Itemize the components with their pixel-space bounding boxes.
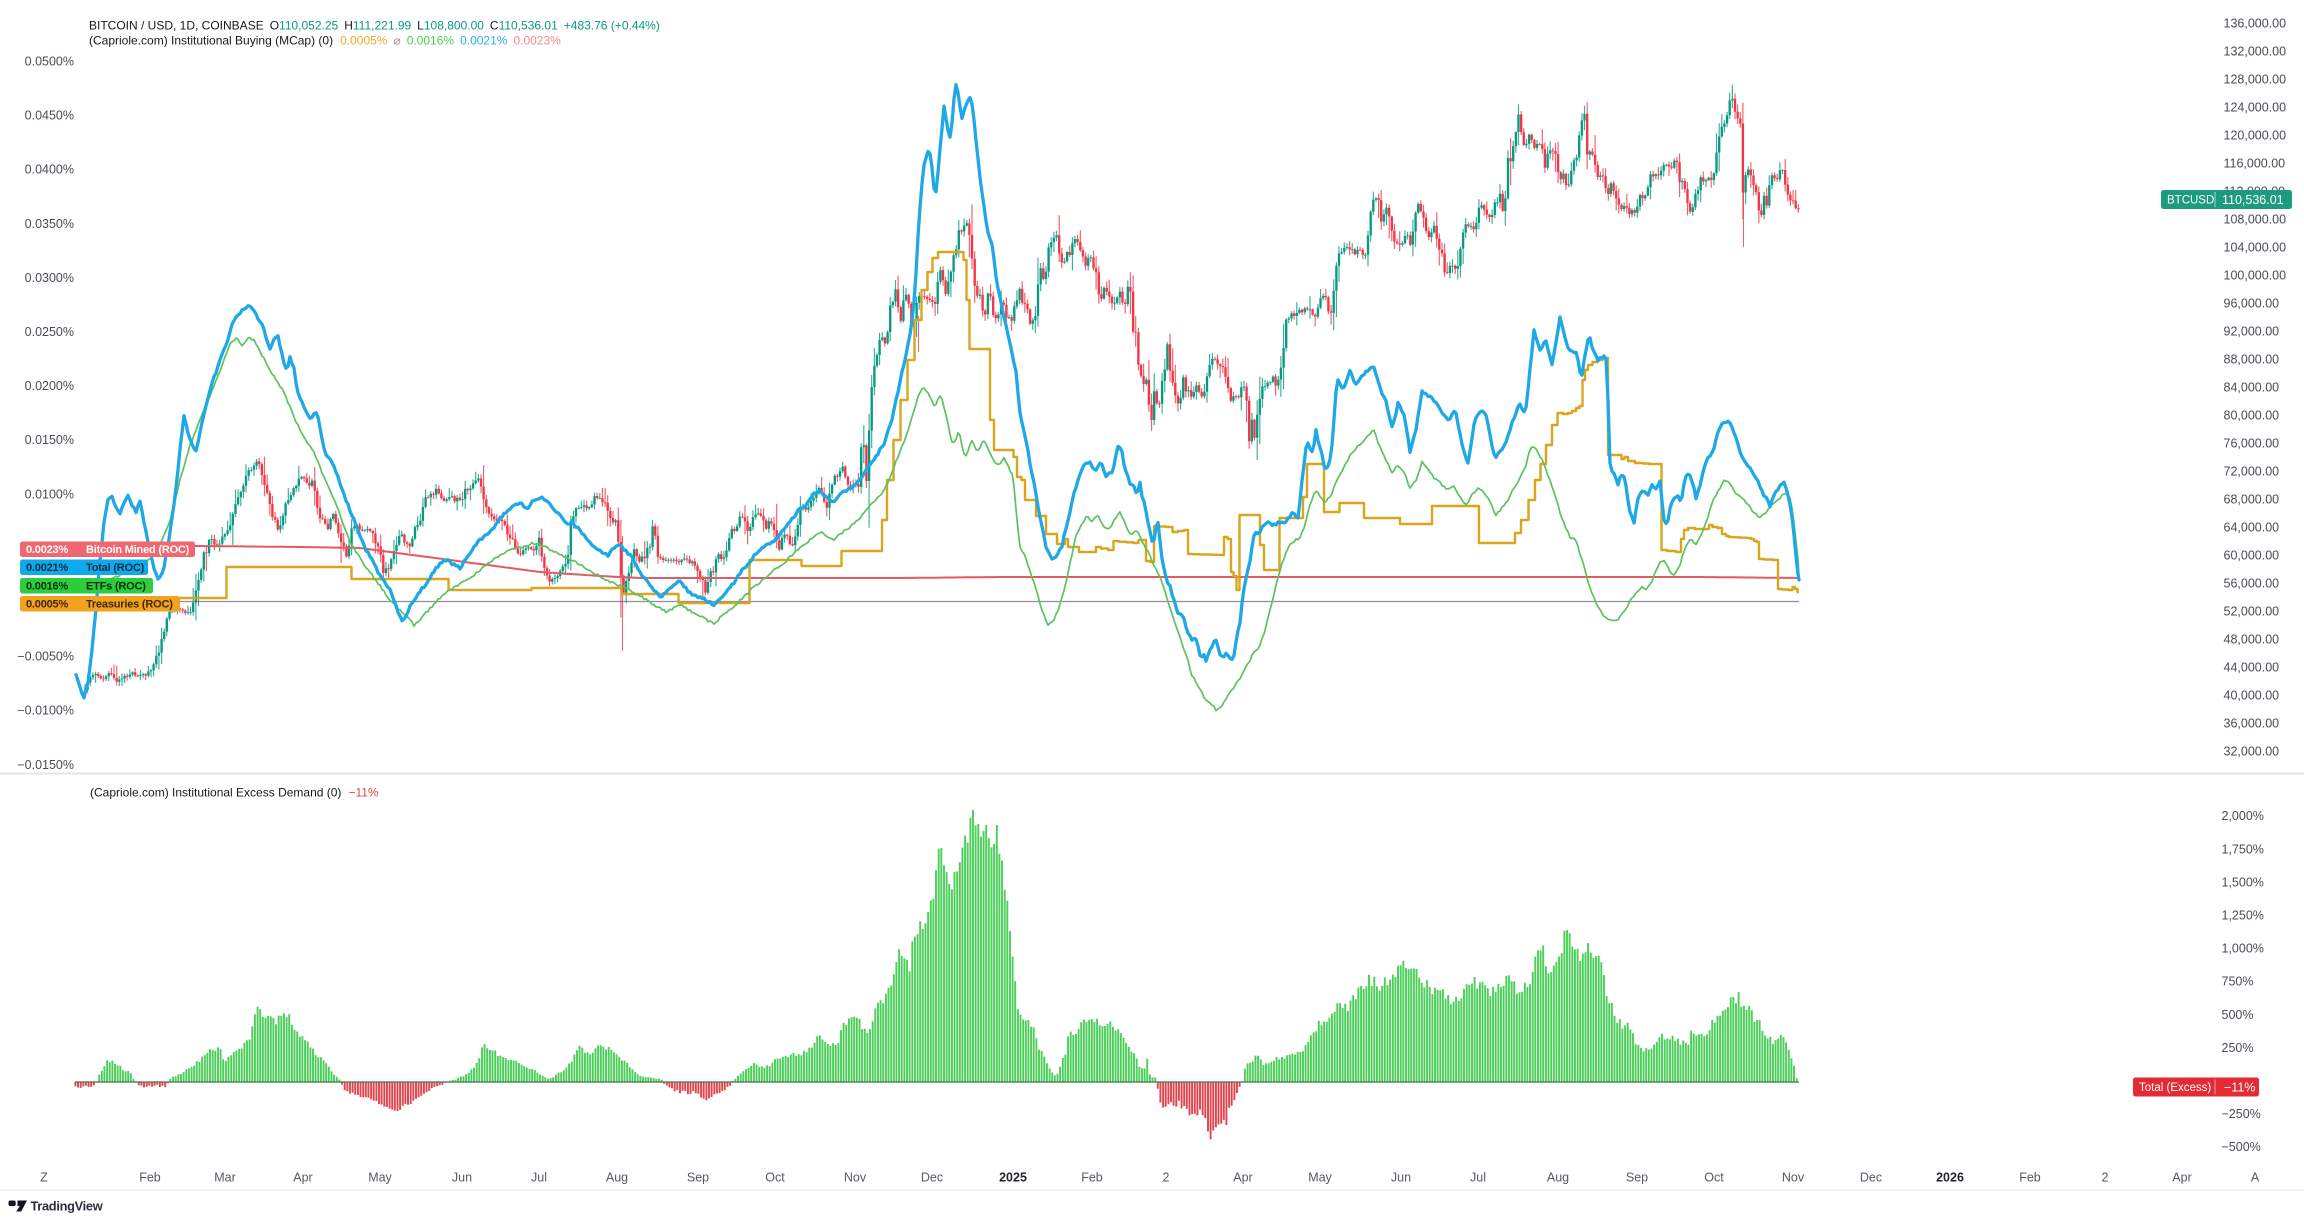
svg-text:0.0450%: 0.0450%	[25, 109, 74, 123]
svg-text:Nov: Nov	[844, 1171, 867, 1185]
svg-text:40,000.00: 40,000.00	[2224, 689, 2280, 703]
svg-text:2,000%: 2,000%	[2222, 809, 2264, 823]
svg-text:(Capriole.com) Institutional B: (Capriole.com) Institutional Buying (MCa…	[89, 34, 561, 48]
svg-text:1,000%: 1,000%	[2222, 942, 2264, 956]
svg-text:0.0250%: 0.0250%	[25, 325, 74, 339]
svg-text:750%: 750%	[2222, 975, 2254, 989]
svg-text:Nov: Nov	[1782, 1171, 1805, 1185]
svg-text:2: 2	[2102, 1171, 2109, 1185]
svg-text:Treasuries (ROC): Treasuries (ROC)	[86, 599, 173, 611]
svg-text:0.0023%: 0.0023%	[26, 544, 68, 556]
svg-text:2025: 2025	[999, 1171, 1027, 1185]
svg-text:Jul: Jul	[1470, 1171, 1486, 1185]
svg-text:108,000.00: 108,000.00	[2224, 213, 2287, 227]
svg-text:128,000.00: 128,000.00	[2224, 73, 2287, 87]
svg-text:2026: 2026	[1936, 1171, 1964, 1185]
svg-text:80,000.00: 80,000.00	[2224, 409, 2280, 423]
svg-text:1,250%: 1,250%	[2222, 909, 2264, 923]
svg-text:76,000.00: 76,000.00	[2224, 437, 2280, 451]
svg-text:52,000.00: 52,000.00	[2224, 605, 2280, 619]
svg-text:132,000.00: 132,000.00	[2224, 45, 2287, 59]
svg-text:0.0350%: 0.0350%	[25, 217, 74, 231]
svg-text:−500%: −500%	[2222, 1140, 2261, 1154]
svg-text:92,000.00: 92,000.00	[2224, 325, 2280, 339]
svg-text:Bitcoin Mined (ROC): Bitcoin Mined (ROC)	[86, 544, 190, 556]
svg-text:Apr: Apr	[293, 1171, 312, 1185]
svg-text:0.0016%: 0.0016%	[26, 581, 68, 593]
svg-text:Sep: Sep	[687, 1171, 709, 1185]
svg-text:136,000.00: 136,000.00	[2224, 17, 2287, 31]
svg-text:−0.0150%: −0.0150%	[17, 758, 74, 772]
svg-text:Dec: Dec	[1860, 1171, 1882, 1185]
svg-text:72,000.00: 72,000.00	[2224, 465, 2280, 479]
svg-text:0.0100%: 0.0100%	[25, 487, 74, 501]
svg-text:250%: 250%	[2222, 1041, 2254, 1055]
svg-text:Oct: Oct	[1704, 1171, 1724, 1185]
svg-text:A: A	[2251, 1171, 2260, 1185]
svg-text:Aug: Aug	[1547, 1171, 1569, 1185]
svg-text:−0.0100%: −0.0100%	[17, 704, 74, 718]
svg-text:0.0150%: 0.0150%	[25, 433, 74, 447]
svg-text:Feb: Feb	[1081, 1171, 1103, 1185]
svg-text:Apr: Apr	[1233, 1171, 1252, 1185]
svg-text:Mar: Mar	[214, 1171, 236, 1185]
svg-text:110,536.01: 110,536.01	[2222, 193, 2284, 207]
svg-text:104,000.00: 104,000.00	[2224, 241, 2287, 255]
svg-text:May: May	[1308, 1171, 1332, 1185]
svg-text:Feb: Feb	[139, 1171, 161, 1185]
svg-text:May: May	[368, 1171, 392, 1185]
svg-text:−11%: −11%	[2224, 1081, 2255, 1095]
svg-text:1,500%: 1,500%	[2222, 875, 2264, 889]
svg-text:116,000.00: 116,000.00	[2224, 157, 2286, 171]
svg-text:0.0400%: 0.0400%	[25, 163, 74, 177]
svg-text:Jul: Jul	[531, 1171, 547, 1185]
svg-text:2: 2	[1163, 1171, 1170, 1185]
svg-text:0.0200%: 0.0200%	[25, 379, 74, 393]
svg-text:Total (ROC): Total (ROC)	[86, 562, 145, 574]
svg-text:Sep: Sep	[1626, 1171, 1648, 1185]
svg-text:Jun: Jun	[1391, 1171, 1411, 1185]
svg-text:44,000.00: 44,000.00	[2224, 661, 2280, 675]
svg-text:0.0500%: 0.0500%	[25, 55, 74, 69]
svg-text:124,000.00: 124,000.00	[2224, 101, 2287, 115]
svg-text:32,000.00: 32,000.00	[2224, 745, 2280, 759]
svg-text:100,000.00: 100,000.00	[2224, 269, 2287, 283]
svg-text:−0.0050%: −0.0050%	[17, 650, 74, 664]
svg-text:ETFs (ROC): ETFs (ROC)	[86, 581, 146, 593]
svg-text:88,000.00: 88,000.00	[2224, 353, 2280, 367]
svg-text:Feb: Feb	[2019, 1171, 2041, 1185]
svg-text:68,000.00: 68,000.00	[2224, 493, 2280, 507]
svg-text:56,000.00: 56,000.00	[2224, 577, 2280, 591]
svg-text:Total (Excess): Total (Excess)	[2139, 1082, 2211, 1094]
svg-text:64,000.00: 64,000.00	[2224, 521, 2280, 535]
svg-text:84,000.00: 84,000.00	[2224, 381, 2280, 395]
svg-text:Apr: Apr	[2172, 1171, 2191, 1185]
svg-text:48,000.00: 48,000.00	[2224, 633, 2280, 647]
svg-text:Aug: Aug	[606, 1171, 628, 1185]
svg-text:Z: Z	[40, 1171, 48, 1185]
svg-text:96,000.00: 96,000.00	[2224, 297, 2280, 311]
svg-text:120,000.00: 120,000.00	[2224, 129, 2287, 143]
svg-text:60,000.00: 60,000.00	[2224, 549, 2280, 563]
svg-text:0.0005%: 0.0005%	[26, 599, 68, 611]
svg-text:−250%: −250%	[2222, 1107, 2261, 1121]
svg-text:(Capriole.com) Institutional E: (Capriole.com) Institutional Excess Dema…	[90, 786, 379, 800]
svg-text:1,750%: 1,750%	[2222, 842, 2264, 856]
svg-text:500%: 500%	[2222, 1008, 2254, 1022]
svg-text:BTCUSD: BTCUSD	[2167, 195, 2214, 207]
svg-text:Jun: Jun	[452, 1171, 472, 1185]
svg-text:0.0021%: 0.0021%	[26, 562, 68, 574]
svg-text:36,000.00: 36,000.00	[2224, 717, 2280, 731]
svg-text:0.0300%: 0.0300%	[25, 271, 74, 285]
svg-text:Oct: Oct	[765, 1171, 785, 1185]
svg-text:TradingView: TradingView	[31, 1199, 103, 1214]
svg-text:Dec: Dec	[921, 1171, 943, 1185]
